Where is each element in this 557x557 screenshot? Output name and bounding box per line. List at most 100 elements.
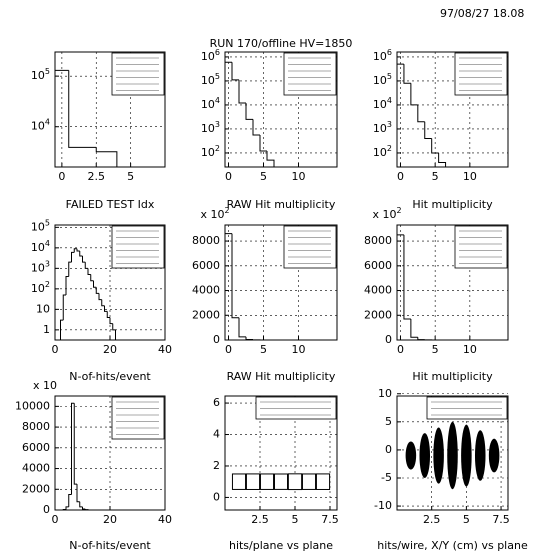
y-tick-label: 2000	[364, 308, 392, 321]
histogram-bin	[65, 506, 69, 510]
panel-caption: N-of-hits/event	[69, 370, 151, 383]
x-tick-label: 20	[103, 343, 117, 356]
histogram-bin	[438, 152, 447, 167]
x-tick-label: 2.5	[423, 513, 441, 526]
x-tick-label: 5	[127, 170, 134, 183]
x-tick-label: 0	[225, 343, 232, 356]
panel-caption: Hit multiplicity	[412, 370, 493, 383]
x-tick-label: 0	[225, 170, 232, 183]
axis-multiplier: x 102	[372, 206, 401, 222]
plot-frame	[396, 395, 509, 511]
y-tick-label: 10	[36, 302, 50, 315]
plot-frame	[224, 395, 338, 511]
histogram-bin	[106, 311, 110, 319]
plot-frame	[54, 51, 166, 168]
panel-caption: hits/wire, X/Y (cm) vs plane	[377, 539, 528, 552]
axis-multiplier: x 10	[33, 379, 57, 392]
violin	[461, 424, 472, 487]
violin	[488, 438, 500, 473]
histogram-bin	[238, 317, 246, 338]
y-tick-label: 5	[385, 415, 392, 428]
panel-caption: hits/plane vs plane	[229, 539, 333, 552]
histogram-bin	[79, 251, 83, 257]
histogram-bin	[231, 233, 239, 319]
plot-frame	[396, 51, 509, 168]
histogram-bin	[82, 506, 86, 510]
y-tick-label: 6	[213, 396, 220, 409]
histogram-bin	[87, 268, 91, 276]
y-tick-label: 6000	[22, 441, 50, 454]
stats-box	[426, 396, 508, 420]
y-tick-label: 4000	[22, 462, 50, 475]
histogram-bin	[266, 151, 275, 167]
y-tick-label: 0	[385, 443, 392, 456]
y-tick-label: 8000	[22, 420, 50, 433]
histogram-bin	[403, 234, 411, 320]
histogram-bin	[79, 501, 83, 508]
histogram-bin	[112, 323, 116, 340]
x-tick-label: 5	[260, 170, 267, 183]
x-tick-label: 5	[432, 170, 439, 183]
histogram-bin	[76, 484, 80, 503]
histogram-bin	[60, 319, 64, 340]
plot-frame	[54, 395, 166, 511]
histogram-bin	[98, 293, 102, 301]
histogram-bin	[104, 305, 108, 312]
plot-frame	[396, 224, 509, 341]
axis-multiplier: x 102	[200, 206, 229, 222]
histogram-bin	[238, 79, 246, 104]
panel-caption: RAW Hit multiplicity	[227, 198, 336, 211]
panel-caption: N-of-hits/event	[69, 539, 151, 552]
x-tick-label: 0	[58, 170, 65, 183]
violin	[447, 421, 458, 490]
y-tick-label: -5	[381, 471, 392, 484]
y-tick-label: 10	[378, 387, 392, 400]
x-tick-label: 7.5	[492, 513, 510, 526]
y-tick-label: 1	[43, 323, 50, 336]
histogram-bin	[410, 318, 418, 338]
plot-frame	[54, 224, 166, 341]
violin	[419, 433, 431, 478]
histogram-bin	[252, 119, 260, 136]
stats-box	[111, 396, 165, 440]
x-tick-label: 5	[292, 513, 299, 526]
stats-box	[255, 396, 337, 420]
y-tick-label: 0	[213, 333, 220, 346]
box-cell	[245, 473, 261, 490]
plot-frame	[224, 51, 338, 168]
stats-box	[283, 52, 337, 96]
violin	[433, 427, 444, 484]
box-cell	[315, 473, 331, 490]
histogram-bin	[68, 493, 72, 507]
y-tick-label: 8000	[364, 234, 392, 247]
histogram-bin	[431, 138, 439, 154]
histogram-bin	[71, 251, 75, 263]
histogram-bin	[73, 403, 77, 485]
y-tick-label: 2	[213, 459, 220, 472]
histogram-bin	[109, 317, 113, 325]
x-tick-label: 10	[463, 343, 477, 356]
histogram-bin	[417, 104, 425, 123]
box-cell	[273, 473, 289, 490]
y-tick-label: 8000	[192, 234, 220, 247]
histogram-bin	[65, 276, 69, 296]
y-tick-label: -10	[374, 499, 392, 512]
y-tick-label: 6000	[192, 259, 220, 272]
box-cell	[301, 473, 317, 490]
panel-caption: FAILED TEST Idx	[66, 198, 155, 211]
x-tick-label: 10	[292, 170, 306, 183]
histogram-bin	[95, 287, 99, 294]
box-cell	[287, 473, 303, 491]
y-tick-label: 2000	[192, 308, 220, 321]
x-tick-label: 0	[397, 170, 404, 183]
x-tick-label: 10	[463, 170, 477, 183]
histogram-bin	[95, 147, 118, 167]
panel-caption: RAW Hit multiplicity	[227, 370, 336, 383]
x-tick-label: 20	[103, 513, 117, 526]
x-tick-label: 0	[52, 513, 59, 526]
x-tick-label: 0	[52, 343, 59, 356]
y-tick-label: 2000	[22, 482, 50, 495]
x-tick-label: 10	[292, 343, 306, 356]
x-tick-label: 0	[397, 343, 404, 356]
